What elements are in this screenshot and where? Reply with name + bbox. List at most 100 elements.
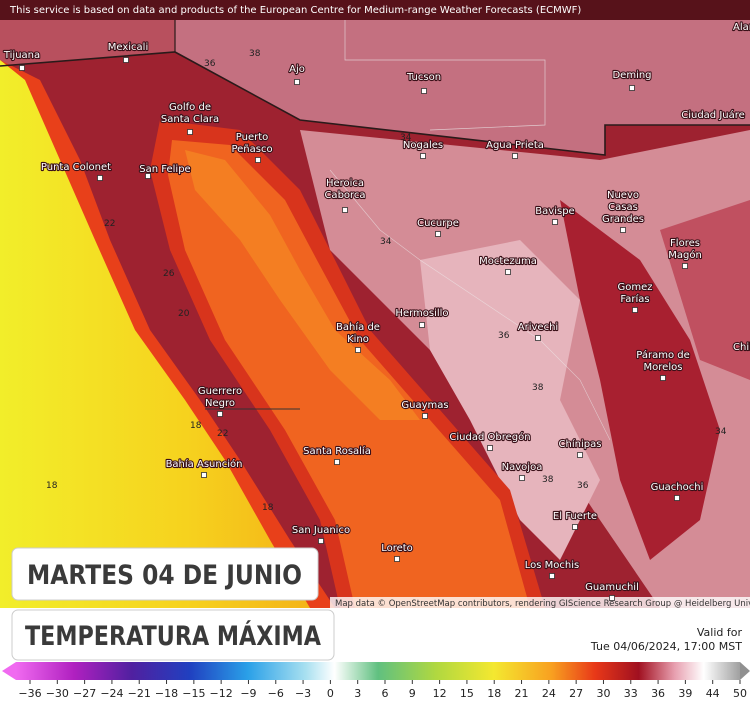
valid-time: Tue 04/06/2024, 17:00 MST xyxy=(590,640,742,653)
colorbar-label: 21 xyxy=(515,687,529,700)
colorbar-label: 15 xyxy=(460,687,474,700)
contour-label: 38 xyxy=(542,475,554,485)
place-label: Agua Prieta xyxy=(486,140,544,151)
place-label: Flores xyxy=(670,238,700,249)
place-marker xyxy=(187,129,193,135)
place-label: Tijuana xyxy=(3,50,40,61)
place-label: Santa Clara xyxy=(161,114,219,125)
place-label: Deming xyxy=(612,70,651,81)
place-label: El Fuerte xyxy=(553,511,597,522)
colorbar-label: −24 xyxy=(100,687,123,700)
colorbar-label: 3 xyxy=(354,687,361,700)
place-label: Guerrero xyxy=(198,386,242,397)
place-marker xyxy=(334,459,340,465)
colorbar-label: 0 xyxy=(327,687,334,700)
place-label: Casas xyxy=(608,202,638,213)
contour-label: 18 xyxy=(46,481,58,491)
valid-label: Valid for xyxy=(697,626,743,639)
mainland-light xyxy=(420,240,600,560)
contour-label: 36 xyxy=(204,59,216,69)
place-marker xyxy=(505,269,511,275)
place-label: Alam xyxy=(733,22,750,33)
contour-label: 36 xyxy=(498,331,510,341)
place-marker xyxy=(420,153,426,159)
place-marker xyxy=(421,88,427,94)
place-marker xyxy=(97,175,103,181)
colorbar-label: −27 xyxy=(73,687,96,700)
colorbar-label: 36 xyxy=(651,687,665,700)
place-label: Bahía Asunción xyxy=(166,458,243,470)
contour-label: 18 xyxy=(190,421,202,431)
place-marker xyxy=(629,85,635,91)
colorbar-label: −36 xyxy=(18,687,41,700)
place-marker xyxy=(682,263,688,269)
place-label: Arivechi xyxy=(518,322,558,333)
colorbar-label: −18 xyxy=(155,687,178,700)
place-marker xyxy=(487,445,493,451)
place-label: Farías xyxy=(620,293,649,305)
colorbar-label: 39 xyxy=(678,687,692,700)
place-label: Gomez xyxy=(617,282,652,293)
place-label: Los Mochis xyxy=(525,560,579,571)
colorbar-label: 33 xyxy=(624,687,638,700)
place-marker xyxy=(145,173,151,179)
place-label: Bavispe xyxy=(535,206,574,217)
contour-label: 34 xyxy=(400,133,412,143)
place-label: Mexicali xyxy=(108,42,148,53)
place-label: Chínipas xyxy=(559,438,602,450)
contour-label: 38 xyxy=(532,383,544,393)
place-label: Cucurpe xyxy=(417,218,459,229)
place-marker xyxy=(255,157,261,163)
place-label: Ciudad Juáre xyxy=(681,109,745,121)
place-marker xyxy=(19,65,25,71)
place-label: Navojoa xyxy=(502,462,543,473)
place-marker xyxy=(435,231,441,237)
chihuahua xyxy=(660,200,750,380)
place-marker xyxy=(674,495,680,501)
place-label: Golfo de xyxy=(169,102,211,113)
colorbar-high-arrow xyxy=(740,662,750,680)
place-marker xyxy=(201,472,207,478)
place-label: Morelos xyxy=(644,362,683,373)
contour-label: 18 xyxy=(262,503,274,513)
place-marker xyxy=(355,347,361,353)
place-label: Grandes xyxy=(602,214,644,225)
place-label: Caborca xyxy=(324,190,365,201)
place-label: San Felipe xyxy=(139,164,190,175)
place-label: Puerto xyxy=(236,132,269,143)
place-label: Páramo de xyxy=(636,349,690,361)
place-marker xyxy=(549,573,555,579)
place-label: San Juanico xyxy=(292,525,350,536)
contour-label: 26 xyxy=(163,269,175,279)
colorbar-label: −12 xyxy=(210,687,233,700)
colorbar-label: −9 xyxy=(240,687,256,700)
colorbar-label: 24 xyxy=(542,687,556,700)
place-label: Nuevo xyxy=(607,190,639,201)
place-label: Loreto xyxy=(381,543,413,554)
place-marker xyxy=(294,79,300,85)
colorbar xyxy=(16,662,740,680)
place-label: Ajo xyxy=(289,64,305,75)
contour-label: 34 xyxy=(380,237,392,247)
contour-label: 22 xyxy=(104,219,115,229)
pacific-ocean xyxy=(0,60,310,608)
place-label: Negro xyxy=(205,398,235,409)
place-marker xyxy=(620,227,626,233)
place-marker xyxy=(577,452,583,458)
place-marker xyxy=(660,375,666,381)
variable-box xyxy=(11,609,335,661)
colorbar-label: 27 xyxy=(569,687,583,700)
date-title: MARTES 04 DE JUNIO xyxy=(27,560,302,591)
place-marker xyxy=(535,335,541,341)
attribution-bottom: Map data © OpenStreetMap contributors, r… xyxy=(335,599,750,609)
colorbar-low-arrow xyxy=(2,662,16,680)
place-label: Guamuchil xyxy=(585,582,639,593)
variable-title: TEMPERATURA MÁXIMA xyxy=(25,620,321,652)
place-label: Santa Rosalía xyxy=(303,445,371,457)
place-label: Tucson xyxy=(406,72,441,83)
place-label: Nogales xyxy=(403,140,443,151)
top-banner xyxy=(0,0,750,20)
place-label: Ciudad Obregón xyxy=(449,431,530,443)
colorbar-label: 9 xyxy=(409,687,416,700)
